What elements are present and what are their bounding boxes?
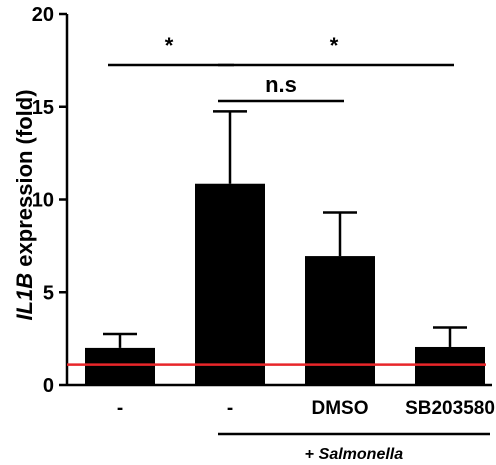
group-label-prefix: +: [305, 446, 319, 463]
treatment-group: + Salmonella: [218, 432, 490, 463]
error-bars: [103, 110, 467, 348]
group-label-italic: Salmonella: [319, 446, 404, 463]
y-axis-title-rest: expression (fold): [12, 89, 37, 272]
y-axis-title-italic: IL1B: [12, 273, 37, 321]
x-tick-labels: - - DMSO SB203580: [117, 398, 495, 419]
significance-label: n.s: [265, 72, 297, 97]
y-tick-label: 0: [43, 375, 54, 397]
y-axis-title: IL1B expression (fold): [12, 89, 37, 320]
y-tick-label: 5: [43, 282, 54, 304]
axes: [65, 14, 492, 387]
bar: [195, 183, 265, 385]
y-ticks: 0 5 10 15 20: [32, 4, 67, 397]
y-tick-label: 15: [32, 97, 54, 119]
significance-annotations: * * n.s: [108, 33, 454, 103]
y-tick-label: 20: [32, 4, 54, 26]
svg-text:IL1B expression (fold): IL1B expression (fold): [12, 89, 37, 320]
x-tick-label: SB203580: [405, 398, 495, 419]
bar: [415, 346, 485, 385]
significance-label: *: [165, 33, 174, 58]
x-tick-label: -: [117, 398, 123, 419]
group-label: + Salmonella: [305, 446, 403, 463]
y-tick-label: 10: [32, 190, 54, 212]
x-tick-label: -: [227, 398, 233, 419]
bar: [85, 347, 155, 385]
significance-label: *: [330, 33, 339, 58]
bars: [85, 183, 485, 385]
x-tick-label: DMSO: [312, 398, 369, 419]
